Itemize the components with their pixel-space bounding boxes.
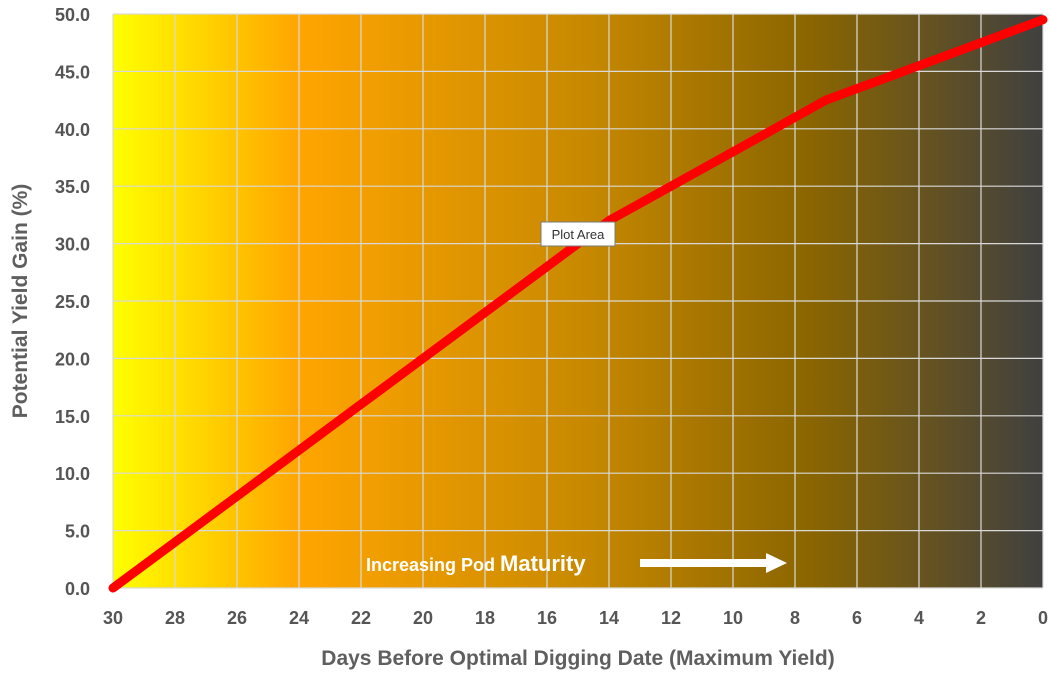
plot-area-tooltip: Plot Area [540, 221, 616, 247]
right-arrow-icon [640, 553, 787, 573]
y-tick-label: 40.0 [55, 120, 90, 140]
y-tick-label: 35.0 [55, 177, 90, 197]
y-tick-label: 45.0 [55, 62, 90, 82]
x-tick-label: 24 [289, 608, 309, 628]
x-tick-label: 28 [165, 608, 185, 628]
x-tick-label: 20 [413, 608, 433, 628]
y-tick-label: 5.0 [65, 522, 90, 542]
x-tick-label: 0 [1038, 608, 1048, 628]
y-tick-label: 30.0 [55, 235, 90, 255]
x-tick-label: 12 [661, 608, 681, 628]
y-tick-label: 10.0 [55, 464, 90, 484]
x-tick-label: 18 [475, 608, 495, 628]
y-tick-label: 0.0 [65, 579, 90, 599]
y-tick-label: 20.0 [55, 349, 90, 369]
x-tick-label: 10 [723, 608, 743, 628]
y-tick-label: 50.0 [55, 5, 90, 25]
x-tick-label: 16 [537, 608, 557, 628]
x-axis-title: Days Before Optimal Digging Date (Maximu… [321, 647, 834, 670]
x-tick-label: 4 [914, 608, 924, 628]
tooltip-text: Plot Area [552, 227, 606, 242]
x-tick-label: 14 [599, 608, 619, 628]
x-tick-label: 8 [790, 608, 800, 628]
maturity-annotation: Increasing Pod Maturity [366, 551, 787, 576]
grid [112, 13, 1044, 589]
x-tick-label: 6 [852, 608, 862, 628]
y-tick-label: 25.0 [55, 292, 90, 312]
x-tick-label: 26 [227, 608, 247, 628]
svg-text:Increasing Pod Maturity: Increasing Pod Maturity [366, 551, 586, 576]
x-tick-label: 22 [351, 608, 371, 628]
annotation-text-part1: Increasing Pod [366, 555, 500, 575]
x-axis-ticks: 30 28 26 24 22 20 18 16 14 12 10 8 6 4 2 0 [103, 608, 1048, 628]
series-line [108, 15, 1048, 593]
annotation-text-part2: Maturity [500, 551, 586, 576]
y-axis-title: Potential Yield Gain (%) [9, 184, 32, 419]
y-axis-ticks: 0.0 5.0 10.0 15.0 20.0 25.0 30.0 35.0 40.0 45.0 50… [55, 5, 90, 599]
x-tick-label: 2 [976, 608, 986, 628]
y-tick-label: 15.0 [55, 407, 90, 427]
x-tick-label: 30 [103, 608, 123, 628]
